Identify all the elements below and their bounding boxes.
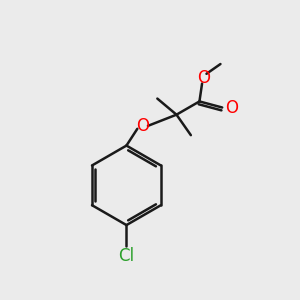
Text: O: O [197, 69, 210, 87]
Text: O: O [225, 98, 238, 116]
Text: O: O [136, 117, 149, 135]
Text: Cl: Cl [118, 247, 134, 265]
